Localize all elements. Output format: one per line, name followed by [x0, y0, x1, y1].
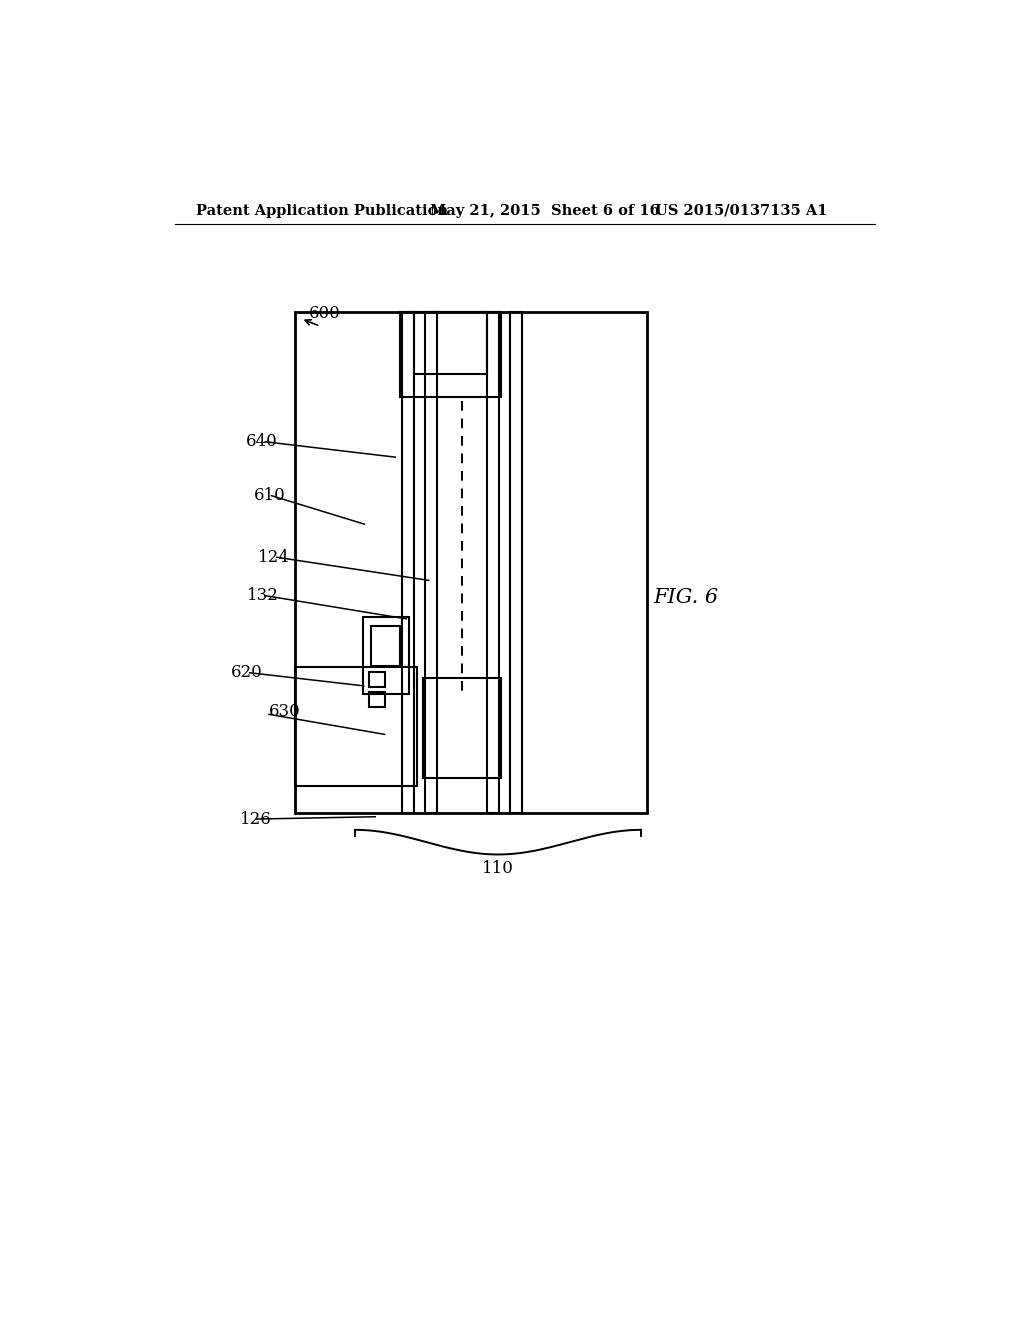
Text: 110: 110 [482, 859, 514, 876]
Text: 600: 600 [308, 305, 340, 322]
Text: Patent Application Publication: Patent Application Publication [197, 203, 449, 218]
Bar [369, 672, 385, 688]
Text: 124: 124 [258, 549, 290, 566]
Bar [295, 667, 417, 785]
Bar [423, 678, 501, 779]
Bar [295, 313, 647, 813]
Bar [400, 313, 501, 397]
Bar [369, 692, 385, 708]
Text: 132: 132 [248, 587, 280, 605]
Text: 610: 610 [254, 487, 286, 504]
Text: 630: 630 [269, 702, 301, 719]
Text: 640: 640 [246, 433, 278, 450]
Text: FIG. 6: FIG. 6 [653, 587, 719, 607]
Bar [425, 313, 437, 813]
Bar [371, 626, 400, 665]
Text: May 21, 2015  Sheet 6 of 16: May 21, 2015 Sheet 6 of 16 [430, 203, 660, 218]
Bar [414, 313, 486, 374]
Bar [510, 313, 522, 813]
Bar [362, 616, 410, 693]
Text: 126: 126 [241, 810, 272, 828]
Bar [486, 313, 500, 813]
Text: US 2015/0137135 A1: US 2015/0137135 A1 [655, 203, 827, 218]
Bar [401, 313, 414, 813]
Text: 620: 620 [231, 664, 263, 681]
